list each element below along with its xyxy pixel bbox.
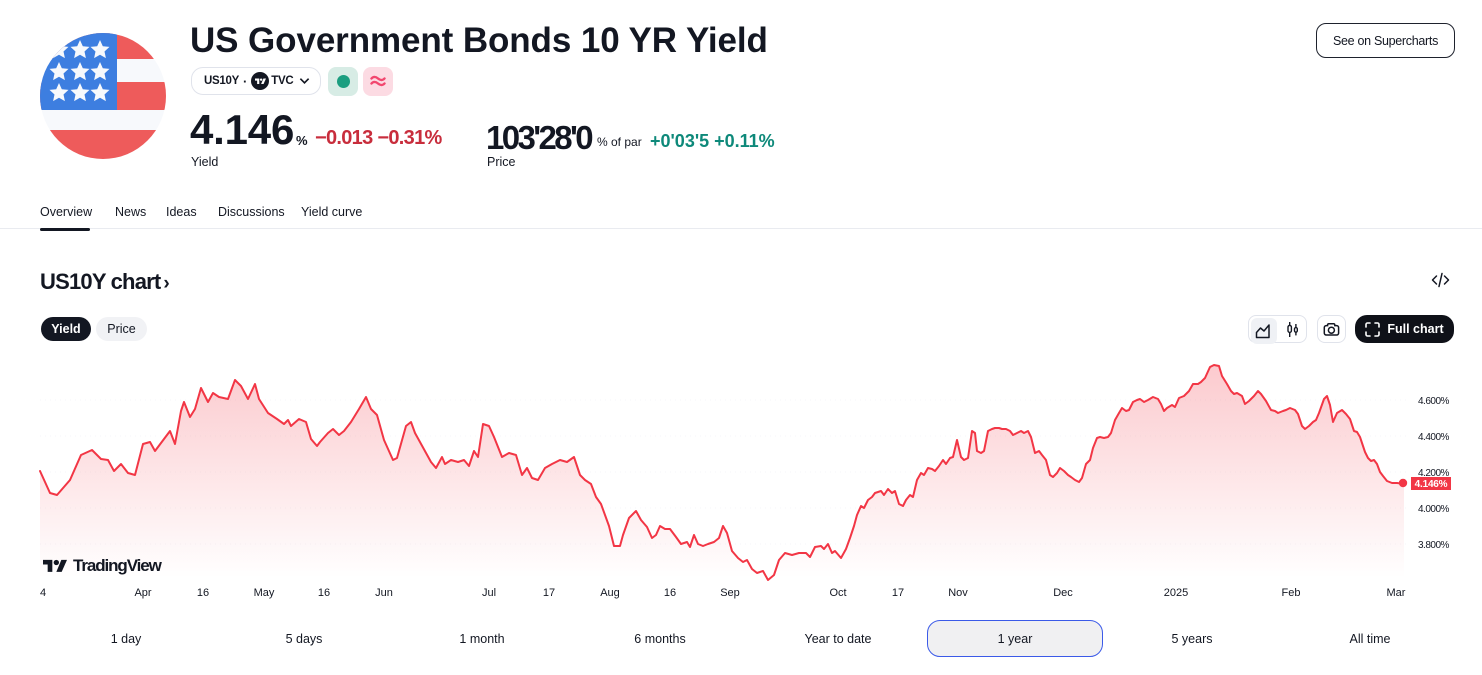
svg-text:16: 16 <box>197 587 209 599</box>
svg-text:4.600%: 4.600% <box>1418 396 1450 407</box>
svg-text:4.000%: 4.000% <box>1418 504 1450 515</box>
svg-text:4.200%: 4.200% <box>1418 468 1450 479</box>
svg-text:Jul: Jul <box>482 587 496 599</box>
svg-text:Sep: Sep <box>720 587 740 599</box>
svg-text:4: 4 <box>40 587 46 599</box>
svg-text:16: 16 <box>664 587 676 599</box>
svg-text:Oct: Oct <box>829 587 846 599</box>
svg-text:Nov: Nov <box>948 587 968 599</box>
svg-text:4.146%: 4.146% <box>1415 479 1448 490</box>
svg-text:Jun: Jun <box>375 587 393 599</box>
svg-text:Mar: Mar <box>1387 587 1406 599</box>
svg-text:Apr: Apr <box>134 587 151 599</box>
svg-text:2025: 2025 <box>1164 587 1188 599</box>
svg-text:Aug: Aug <box>600 587 620 599</box>
svg-text:4.400%: 4.400% <box>1418 432 1450 443</box>
svg-text:3.800%: 3.800% <box>1418 540 1450 551</box>
svg-text:17: 17 <box>892 587 904 599</box>
svg-text:17: 17 <box>543 587 555 599</box>
svg-text:16: 16 <box>318 587 330 599</box>
svg-text:May: May <box>254 587 275 599</box>
svg-text:Dec: Dec <box>1053 587 1073 599</box>
svg-text:Feb: Feb <box>1282 587 1301 599</box>
